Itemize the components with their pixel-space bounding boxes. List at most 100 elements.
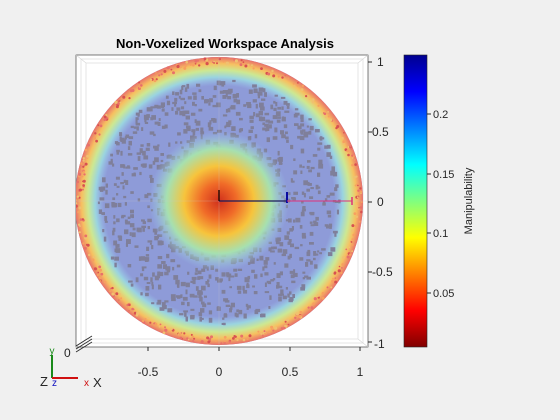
workspace-point	[208, 126, 214, 131]
workspace-point	[195, 120, 201, 126]
workspace-point	[111, 202, 115, 206]
workspace-point	[273, 107, 277, 111]
workspace-point	[228, 340, 231, 343]
triad-y-label: y	[50, 346, 55, 357]
workspace-point	[306, 165, 310, 169]
triad-small-x-label: x	[84, 378, 89, 389]
workspace-point	[233, 63, 236, 66]
workspace-point	[294, 123, 299, 126]
workspace-point	[329, 155, 333, 159]
workspace-point	[309, 125, 314, 131]
workspace-point	[166, 269, 170, 273]
workspace-point	[249, 136, 252, 140]
workspace-point	[272, 278, 276, 281]
z-axis: 0	[64, 335, 93, 360]
workspace-point	[98, 209, 103, 214]
workspace-point	[267, 72, 271, 76]
workspace-point	[192, 92, 197, 95]
workspace-point	[190, 280, 195, 283]
workspace-point	[112, 230, 115, 236]
workspace-point	[176, 64, 180, 69]
workspace-point	[340, 271, 343, 274]
workspace-point	[229, 106, 235, 109]
workspace-point	[273, 100, 276, 104]
workspace-point	[294, 246, 300, 250]
workspace-point	[272, 329, 275, 332]
workspace-point	[151, 281, 154, 286]
workspace-point	[308, 118, 312, 121]
workspace-point	[250, 126, 254, 130]
workspace-point	[145, 258, 148, 262]
workspace-point	[307, 160, 311, 163]
workspace-point	[182, 296, 188, 301]
workspace-point	[125, 243, 128, 247]
workspace-point	[277, 285, 283, 289]
workspace-point	[314, 129, 320, 133]
workspace-point	[191, 276, 197, 280]
workspace-point	[149, 131, 155, 135]
colorbar-tick-label: 0.1	[433, 228, 448, 240]
workspace-point	[271, 69, 274, 73]
workspace-point	[276, 273, 281, 278]
x-tick-label: -0.5	[138, 365, 159, 379]
workspace-point	[198, 293, 202, 298]
workspace-point	[307, 306, 310, 309]
workspace-point	[251, 64, 254, 66]
workspace-point	[84, 236, 88, 240]
workspace-point	[301, 84, 305, 88]
workspace-point	[293, 191, 298, 195]
workspace-point	[154, 104, 159, 109]
workspace-point	[197, 291, 202, 295]
workspace-point	[160, 73, 163, 76]
workspace-point	[163, 69, 167, 73]
workspace-point	[82, 170, 86, 173]
workspace-point	[146, 117, 149, 121]
workspace-point	[283, 326, 286, 330]
workspace-point	[244, 64, 248, 68]
workspace-point	[201, 285, 206, 291]
workspace-point	[154, 230, 157, 235]
workspace-point	[276, 119, 281, 123]
workspace-point	[333, 272, 337, 275]
workspace-point	[180, 68, 183, 71]
workspace-point	[76, 204, 78, 208]
workspace-point	[294, 108, 299, 111]
workspace-point	[234, 273, 238, 277]
workspace-point	[113, 221, 116, 225]
workspace-point	[141, 219, 145, 222]
workspace-point	[164, 328, 168, 332]
workspace-point	[116, 193, 119, 196]
workspace-point	[286, 231, 290, 235]
workspace-point	[272, 115, 278, 120]
workspace-point	[308, 130, 312, 135]
workspace-point	[177, 296, 181, 299]
workspace-point	[309, 211, 315, 215]
workspace-point	[266, 126, 270, 131]
workspace-point	[179, 336, 183, 340]
workspace-point	[147, 317, 150, 320]
workspace-point	[276, 285, 279, 289]
workspace-point	[356, 196, 359, 199]
workspace-point	[264, 112, 270, 116]
workspace-point	[190, 294, 194, 298]
workspace-point	[277, 150, 280, 156]
workspace-point	[153, 322, 155, 325]
workspace-point	[201, 96, 204, 100]
workspace-point	[143, 155, 149, 160]
workspace-point	[142, 164, 146, 168]
workspace-point	[135, 119, 138, 125]
workspace-point	[131, 232, 136, 238]
workspace-point	[110, 287, 112, 290]
workspace-point	[293, 170, 298, 175]
workspace-point	[119, 132, 123, 137]
workspace-point	[145, 254, 150, 257]
workspace-point	[221, 322, 225, 325]
workspace-point	[93, 136, 97, 140]
workspace-point	[176, 107, 181, 111]
workspace-point	[311, 98, 315, 102]
workspace-point	[330, 170, 336, 176]
workspace-point	[300, 148, 305, 154]
workspace-point	[99, 197, 105, 201]
workspace-point	[113, 240, 118, 246]
workspace-point	[268, 120, 274, 124]
